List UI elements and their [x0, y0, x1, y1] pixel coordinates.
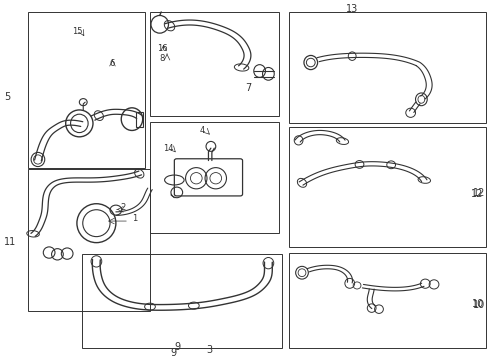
Text: 4: 4: [200, 126, 205, 135]
Text: 10: 10: [473, 300, 485, 310]
Text: 12: 12: [471, 189, 484, 199]
Text: 15: 15: [72, 27, 82, 36]
Bar: [150, 122, 279, 233]
Bar: [82, 254, 282, 348]
Text: 5: 5: [4, 92, 10, 102]
Text: 9: 9: [175, 342, 181, 352]
Bar: [289, 127, 486, 247]
Text: 9: 9: [171, 348, 176, 358]
Bar: [150, 12, 279, 116]
Text: 12: 12: [473, 188, 485, 198]
Text: 14: 14: [163, 144, 173, 153]
Bar: [28, 170, 150, 311]
Text: 8: 8: [159, 54, 165, 63]
Text: 11: 11: [4, 237, 16, 247]
Text: 1: 1: [132, 214, 137, 223]
Bar: [289, 253, 486, 348]
Text: 6: 6: [110, 59, 115, 68]
Text: 3: 3: [206, 345, 213, 355]
Text: 7: 7: [245, 83, 251, 93]
Text: 2: 2: [120, 203, 125, 212]
Text: 10: 10: [471, 299, 484, 309]
Bar: [289, 12, 486, 123]
Text: 16: 16: [157, 44, 168, 53]
Bar: [28, 12, 145, 168]
Text: 13: 13: [346, 4, 358, 14]
